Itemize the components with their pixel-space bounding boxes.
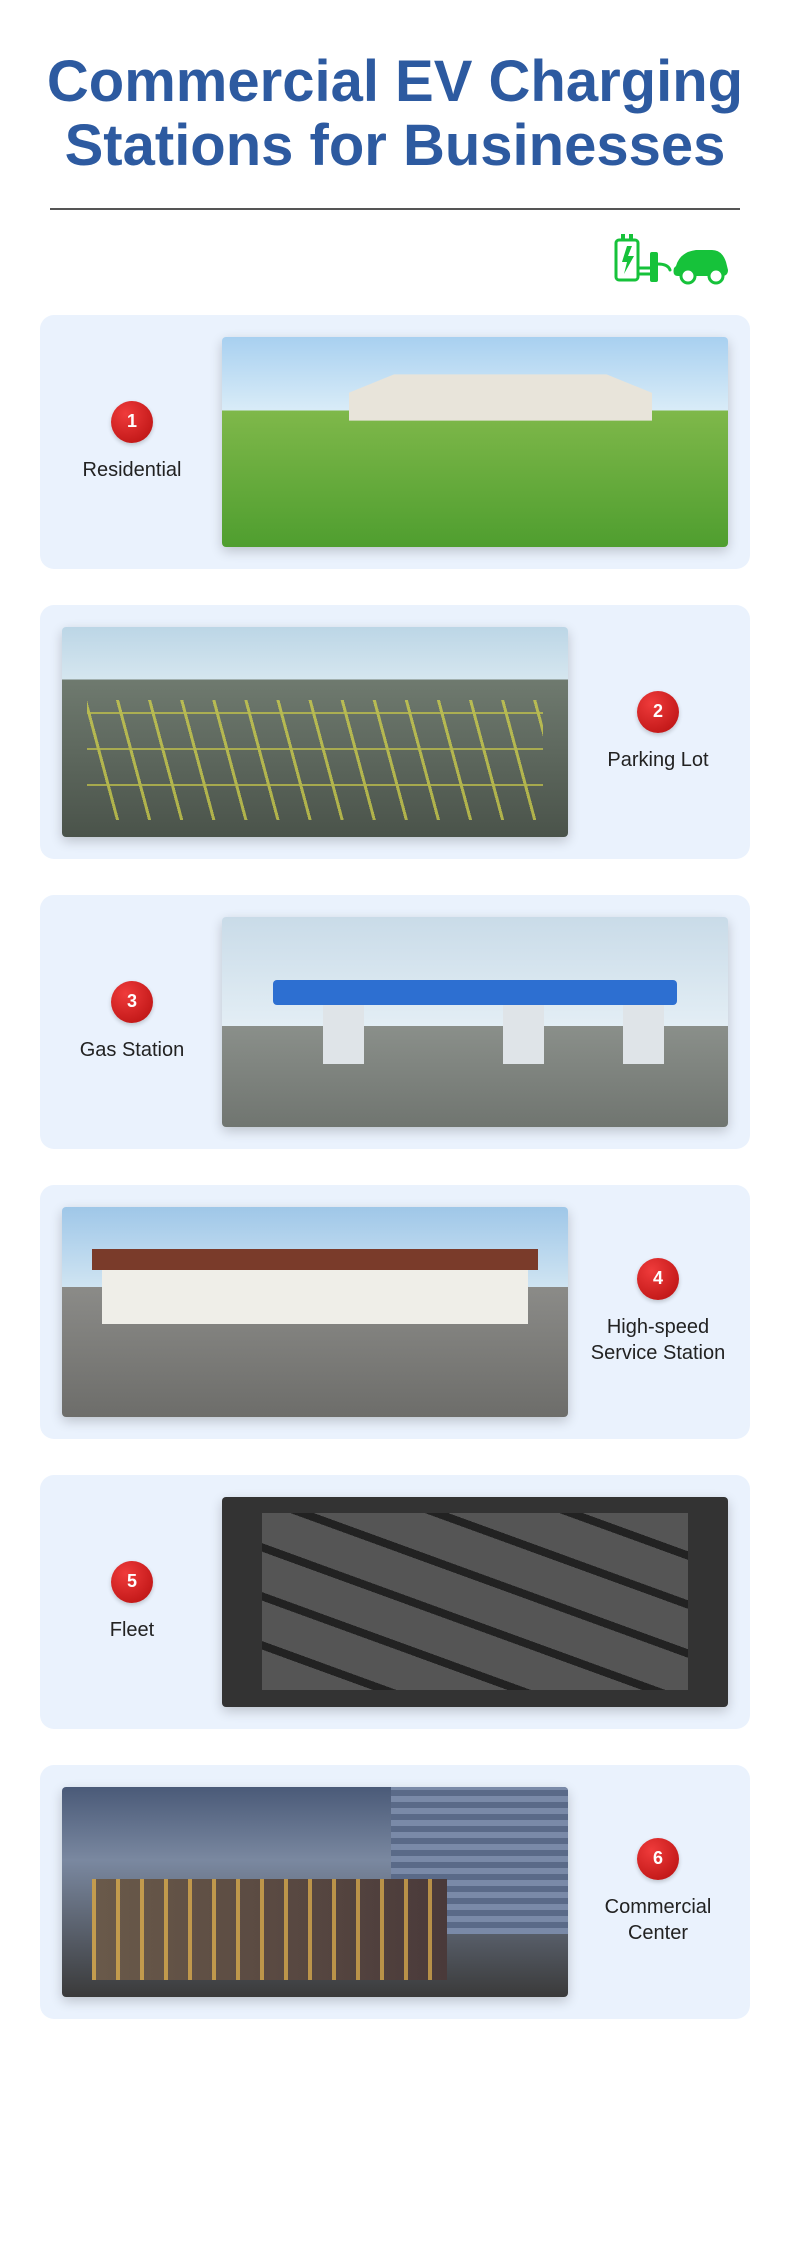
card-number-badge: 3 <box>111 981 153 1023</box>
card-label-block: 1 Residential <box>62 401 202 483</box>
title-divider <box>50 208 740 210</box>
card-number-badge: 4 <box>637 1258 679 1300</box>
card-number-badge: 1 <box>111 401 153 443</box>
cards-container: 1 Residential 2 Parking Lot 3 Gas Station 4 Hig… <box>40 315 750 2019</box>
location-card: 6 Commercial Center <box>40 1765 750 2019</box>
card-label-block: 3 Gas Station <box>62 981 202 1063</box>
card-label-block: 5 Fleet <box>62 1561 202 1643</box>
card-image <box>62 627 568 837</box>
card-image <box>222 917 728 1127</box>
card-image <box>62 1207 568 1417</box>
card-image <box>222 1497 728 1707</box>
header-icon-row <box>40 230 750 290</box>
card-label-block: 4 High-speed Service Station <box>588 1258 728 1366</box>
card-label-block: 6 Commercial Center <box>588 1838 728 1946</box>
location-card: 4 High-speed Service Station <box>40 1185 750 1439</box>
location-card: 2 Parking Lot <box>40 605 750 859</box>
page-title: Commercial EV Charging Stations for Busi… <box>40 50 750 178</box>
card-label-text: Gas Station <box>80 1037 185 1063</box>
location-card: 1 Residential <box>40 315 750 569</box>
location-card: 3 Gas Station <box>40 895 750 1149</box>
card-image <box>62 1787 568 1997</box>
location-card: 5 Fleet <box>40 1475 750 1729</box>
card-image <box>222 337 728 547</box>
card-label-text: High-speed Service Station <box>588 1314 728 1366</box>
card-number-badge: 6 <box>637 1838 679 1880</box>
card-label-text: Residential <box>83 457 182 483</box>
ev-charging-icon <box>610 230 730 290</box>
card-label-text: Fleet <box>110 1617 154 1643</box>
card-label-text: Commercial Center <box>588 1894 728 1946</box>
card-label-block: 2 Parking Lot <box>588 691 728 773</box>
card-label-text: Parking Lot <box>607 747 708 773</box>
card-number-badge: 2 <box>637 691 679 733</box>
card-number-badge: 5 <box>111 1561 153 1603</box>
